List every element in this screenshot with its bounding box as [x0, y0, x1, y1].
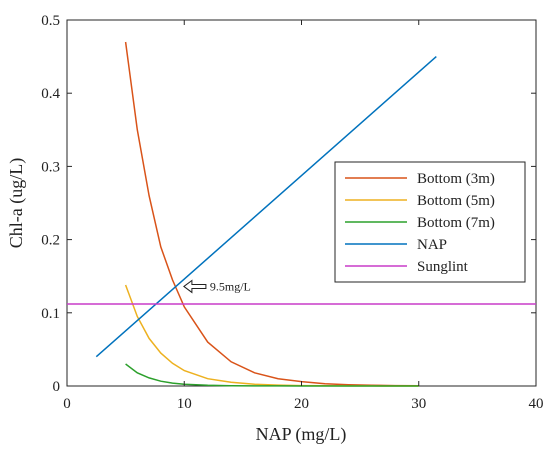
y-tick-label: 0 [53, 379, 61, 395]
ticks-layer: 0 10 20 30 40 0 0.1 0.2 0.3 0.4 0.5 [41, 13, 543, 412]
legend-item: Sunglint [345, 259, 469, 275]
legend-label: Bottom (3m) [417, 171, 495, 187]
y-tick-label: 0.3 [41, 159, 60, 175]
legend-item: Bottom (5m) [345, 193, 495, 209]
y-axis-label: Chl-a (ug/L) [6, 158, 27, 248]
annotation-layer: 9.5mg/L [183, 279, 251, 294]
y-tick-label: 0.5 [41, 13, 60, 29]
y-tick-label: 0.4 [41, 86, 60, 102]
x-tick-label: 40 [529, 396, 544, 412]
legend-item: Bottom (7m) [345, 215, 495, 231]
x-tick-label: 20 [294, 396, 309, 412]
series-line-3 [95, 56, 437, 358]
legend-label: Bottom (7m) [417, 215, 495, 231]
y-tick-label: 0.1 [41, 306, 60, 322]
x-tick-label: 10 [177, 396, 192, 412]
legend-item: Bottom (3m) [345, 171, 495, 187]
series-line-0 [124, 41, 419, 387]
legend-label: Bottom (5m) [417, 193, 495, 209]
annotation-text: 9.5mg/L [210, 279, 251, 293]
x-tick-label: 30 [411, 396, 426, 412]
x-axis-label: NAP (mg/L) [256, 424, 347, 445]
y-tick-label: 0.2 [41, 233, 60, 249]
annotation-arrow [183, 279, 207, 294]
series-layer [67, 41, 536, 387]
legend-label: Sunglint [417, 259, 469, 275]
legend: Bottom (3m) Bottom (5m) Bottom (7m) NAP Sung… [334, 161, 526, 283]
legend-label: NAP [417, 237, 447, 253]
legend-item: NAP [345, 237, 447, 253]
x-tick-label: 0 [63, 396, 71, 412]
